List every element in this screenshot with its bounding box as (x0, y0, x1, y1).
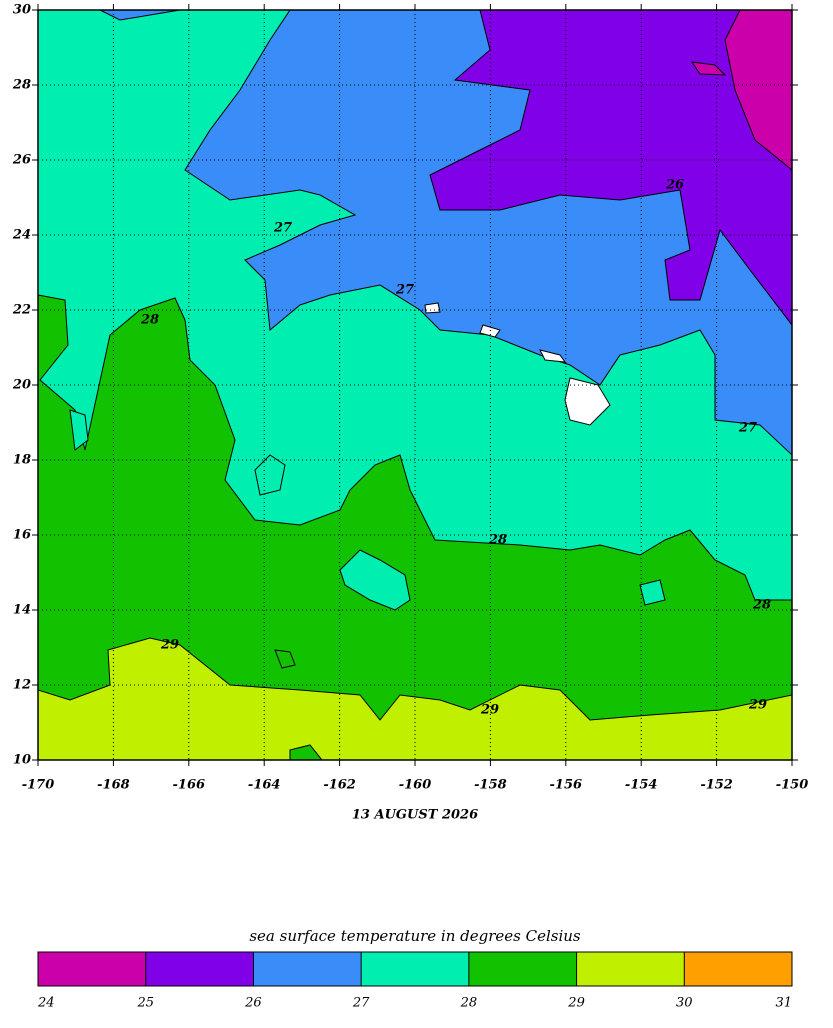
colorbar-swatch (684, 952, 792, 986)
colorbar-label: 29 (567, 996, 585, 1011)
colorbar-swatch (38, 952, 146, 986)
colorbar-swatch (468, 952, 577, 986)
colorbar-label: 24 (37, 996, 55, 1011)
contour-label: 29 (160, 638, 179, 653)
colorbar-swatch (145, 952, 254, 986)
y-tick-label: 24 (12, 228, 31, 243)
contour-label: 27 (738, 421, 757, 436)
colorbar-swatch (361, 952, 469, 986)
map-date: 13 AUGUST 2026 (352, 808, 478, 823)
sst-region (69, 409, 666, 606)
contour-label: 29 (748, 698, 767, 713)
contour-label: 27 (395, 283, 414, 298)
contour-label: 28 (140, 313, 159, 328)
colorbar-title: sea surface temperature in degrees Celsi… (249, 927, 581, 945)
y-tick-label: 18 (13, 453, 31, 468)
y-tick-label: 14 (13, 603, 31, 618)
y-tick-label: 28 (12, 78, 31, 93)
sst-region (429, 10, 792, 326)
colorbar-label: 30 (676, 996, 693, 1011)
contour-label: 28 (752, 598, 771, 613)
x-tick-label: -156 (550, 778, 583, 793)
x-tick-label: -150 (776, 778, 809, 793)
y-tick-label: 12 (13, 678, 31, 693)
y-tick-label: 20 (12, 378, 31, 393)
contour-label: 29 (480, 703, 499, 718)
x-tick-label: -166 (173, 778, 206, 793)
contour-label: 28 (488, 533, 507, 548)
sst-region (339, 549, 411, 611)
x-tick-label: -152 (700, 778, 733, 793)
sst-region (690, 10, 792, 171)
x-tick-label: -162 (323, 778, 356, 793)
colorbar-label: 26 (244, 996, 262, 1011)
colorbar-swatch (253, 952, 362, 986)
y-tick-label: 10 (13, 753, 31, 768)
sst-region (38, 294, 792, 760)
x-tick-label: -164 (248, 778, 281, 793)
colorbar-label: 31 (775, 996, 792, 1011)
x-tick-label: -168 (97, 778, 130, 793)
y-tick-label: 26 (12, 153, 31, 168)
contour-label: 26 (665, 178, 684, 193)
colorbar-label: 25 (136, 996, 154, 1011)
y-tick-label: 30 (13, 3, 31, 18)
y-tick-label: 16 (13, 528, 31, 543)
contour-label: 27 (273, 221, 292, 236)
colorbar-label: 27 (352, 996, 370, 1011)
x-tick-label: -170 (22, 778, 55, 793)
x-tick-label: -154 (625, 778, 658, 793)
y-tick-label: 22 (12, 303, 31, 318)
x-tick-label: -158 (474, 778, 507, 793)
colorbar-swatch (576, 952, 685, 986)
island (424, 302, 611, 426)
colorbar-label: 28 (460, 996, 478, 1011)
x-tick-label: -160 (399, 778, 432, 793)
sst-region (274, 649, 323, 760)
